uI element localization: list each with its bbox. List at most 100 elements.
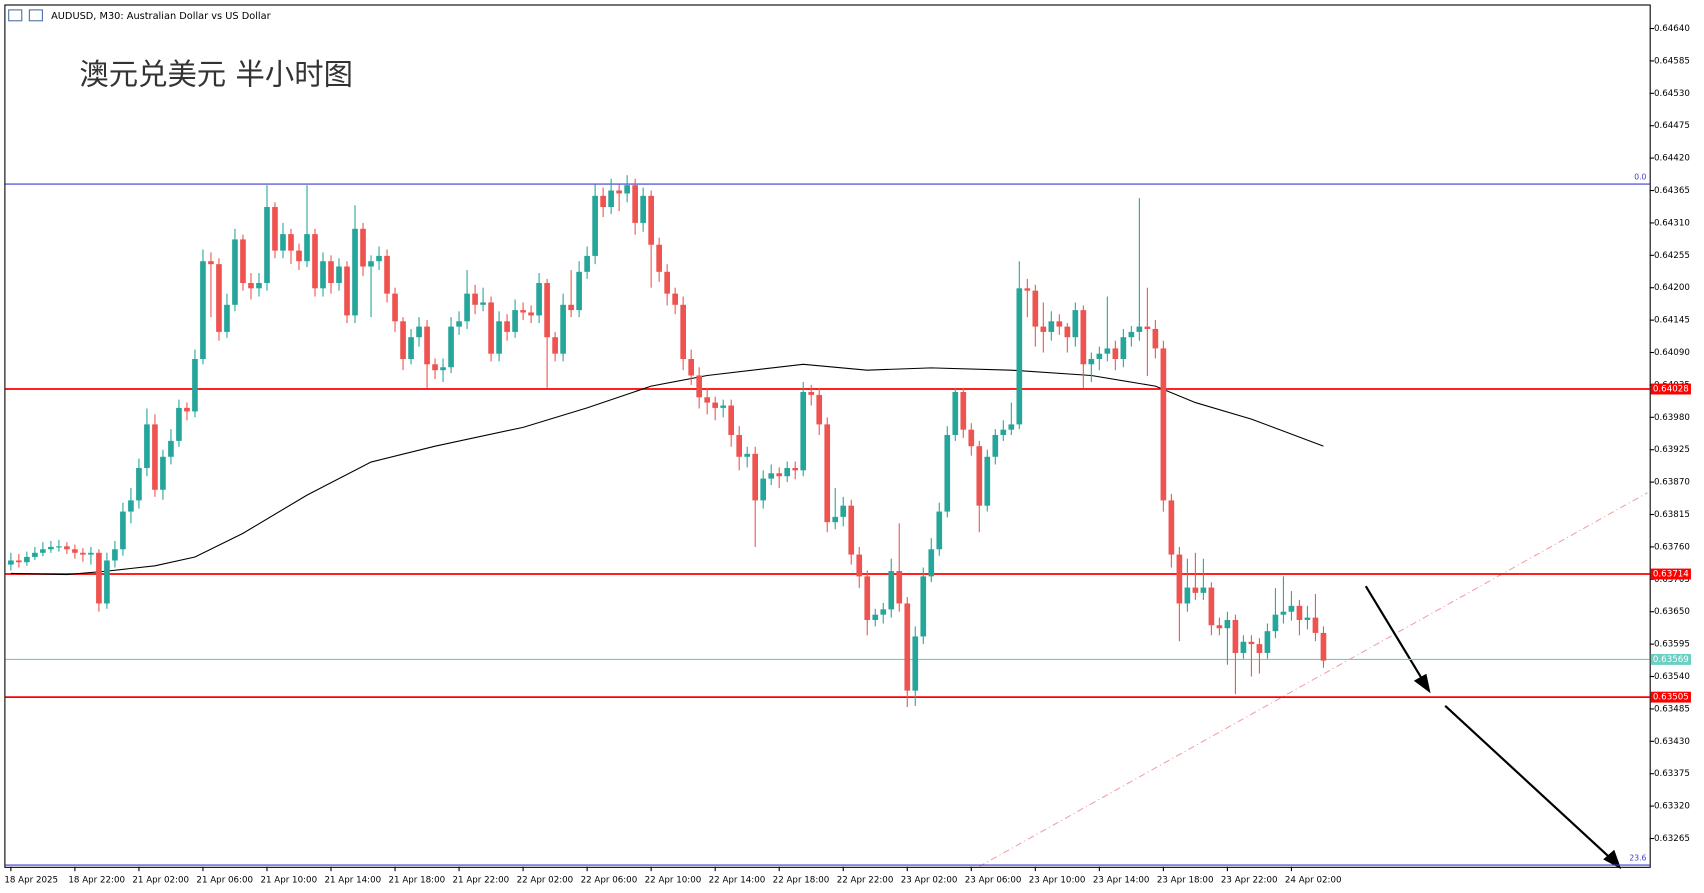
candle-body — [808, 391, 815, 395]
candle-body — [840, 505, 847, 517]
y-tick-label: 0.64420 — [1654, 154, 1690, 164]
x-tick-label: 21 Apr 10:00 — [260, 875, 317, 885]
candle-body — [384, 255, 390, 294]
candle-body — [1080, 310, 1087, 365]
x-tick-label: 21 Apr 22:00 — [453, 875, 510, 885]
candle-body — [560, 304, 566, 354]
x-tick-label: 22 Apr 14:00 — [709, 875, 766, 885]
level-label: 0.63714 — [1653, 570, 1689, 580]
fib-label: 23.6 — [1629, 853, 1646, 862]
candle-body — [176, 407, 182, 441]
candle-body — [1000, 429, 1007, 435]
trend-line — [978, 492, 1648, 868]
candle-body — [1224, 619, 1231, 629]
candle-body — [1248, 641, 1255, 645]
y-tick-label: 0.63815 — [1654, 510, 1690, 520]
candle-body — [864, 576, 871, 620]
y-tick-label: 0.63430 — [1654, 737, 1690, 747]
candle-body — [888, 571, 895, 610]
level-label: 0.63569 — [1653, 655, 1689, 665]
candle-body — [312, 234, 318, 289]
y-tick-label: 0.64200 — [1654, 283, 1690, 293]
candle-body — [696, 375, 703, 398]
candle-body — [1040, 326, 1047, 332]
candle-body — [872, 614, 879, 620]
header: AUDUSD, M30: Australian Dollar vs US Dol… — [51, 11, 272, 22]
candle-body — [8, 560, 14, 565]
candle-body — [976, 446, 983, 506]
y-tick-label: 0.63265 — [1654, 834, 1690, 844]
candle-body — [680, 304, 686, 359]
candle-body — [656, 244, 662, 272]
candle-body — [1024, 288, 1031, 291]
icon — [8, 9, 23, 22]
arrow-head — [1603, 849, 1622, 870]
candle-body — [928, 549, 935, 577]
candle-body — [1112, 348, 1119, 359]
candle-body — [416, 326, 422, 338]
candle-body — [192, 358, 198, 412]
candle-body — [1032, 290, 1039, 327]
candle-body — [1104, 348, 1111, 354]
candle-body — [1264, 631, 1271, 653]
candle-body — [992, 434, 999, 457]
candle-body — [648, 195, 654, 245]
candle-body — [1168, 500, 1175, 555]
candle-body — [32, 552, 38, 557]
candle-body — [392, 293, 398, 322]
candle-body — [768, 473, 775, 479]
candle-body — [72, 549, 78, 553]
level-tag — [1650, 568, 1691, 580]
candle-body — [288, 234, 294, 251]
candle-body — [944, 434, 951, 512]
candle-body — [720, 405, 727, 408]
level-label: 0.64028 — [1653, 385, 1689, 395]
candle-body — [1296, 605, 1303, 620]
candle-body — [512, 310, 518, 332]
candle-body — [1160, 348, 1167, 501]
candle-body — [776, 473, 783, 477]
candle-body — [1192, 587, 1199, 593]
candle-body — [112, 549, 118, 561]
candle-body — [432, 364, 438, 371]
candle-body — [224, 304, 230, 332]
candle-body — [280, 234, 286, 251]
moving-average — [10, 363, 1324, 576]
candle-body — [344, 266, 350, 316]
arrows — [1364, 585, 1622, 870]
y-tick-label: 0.64585 — [1654, 56, 1690, 66]
candle-body — [744, 453, 751, 457]
candle-body — [568, 304, 574, 311]
y-tick-label: 0.63980 — [1654, 413, 1690, 423]
candle-body — [376, 255, 382, 262]
candle-body — [144, 424, 150, 468]
x-tick-label: 18 Apr 22:00 — [68, 875, 125, 885]
candle-body — [760, 478, 767, 501]
candle-body — [240, 239, 246, 284]
candle-body — [1272, 614, 1279, 632]
x-tick-label: 21 Apr 18:00 — [389, 875, 446, 885]
icon — [28, 9, 43, 22]
candle-body — [16, 560, 22, 563]
candle-body — [216, 264, 222, 332]
level-label: 0.63505 — [1653, 693, 1689, 703]
candle-body — [352, 228, 358, 316]
candle-body — [952, 391, 959, 435]
candle-body — [664, 271, 670, 294]
candle-body — [200, 261, 206, 359]
candle-body — [408, 337, 414, 359]
candle-body — [424, 326, 430, 365]
y-tick-label: 0.64365 — [1654, 186, 1690, 196]
candle-body — [904, 603, 911, 691]
candle-body — [360, 228, 366, 267]
candle-body — [1208, 587, 1215, 626]
y-tick-label: 0.64255 — [1654, 251, 1690, 261]
candle-body — [1120, 337, 1127, 359]
candle-body — [88, 552, 94, 555]
candle-body — [960, 391, 967, 430]
x-tick-label: 23 Apr 22:00 — [1221, 875, 1278, 885]
candle-body — [1312, 617, 1319, 633]
level-tag — [1650, 653, 1691, 665]
candle-body — [1096, 353, 1103, 359]
candle-body — [48, 546, 54, 550]
